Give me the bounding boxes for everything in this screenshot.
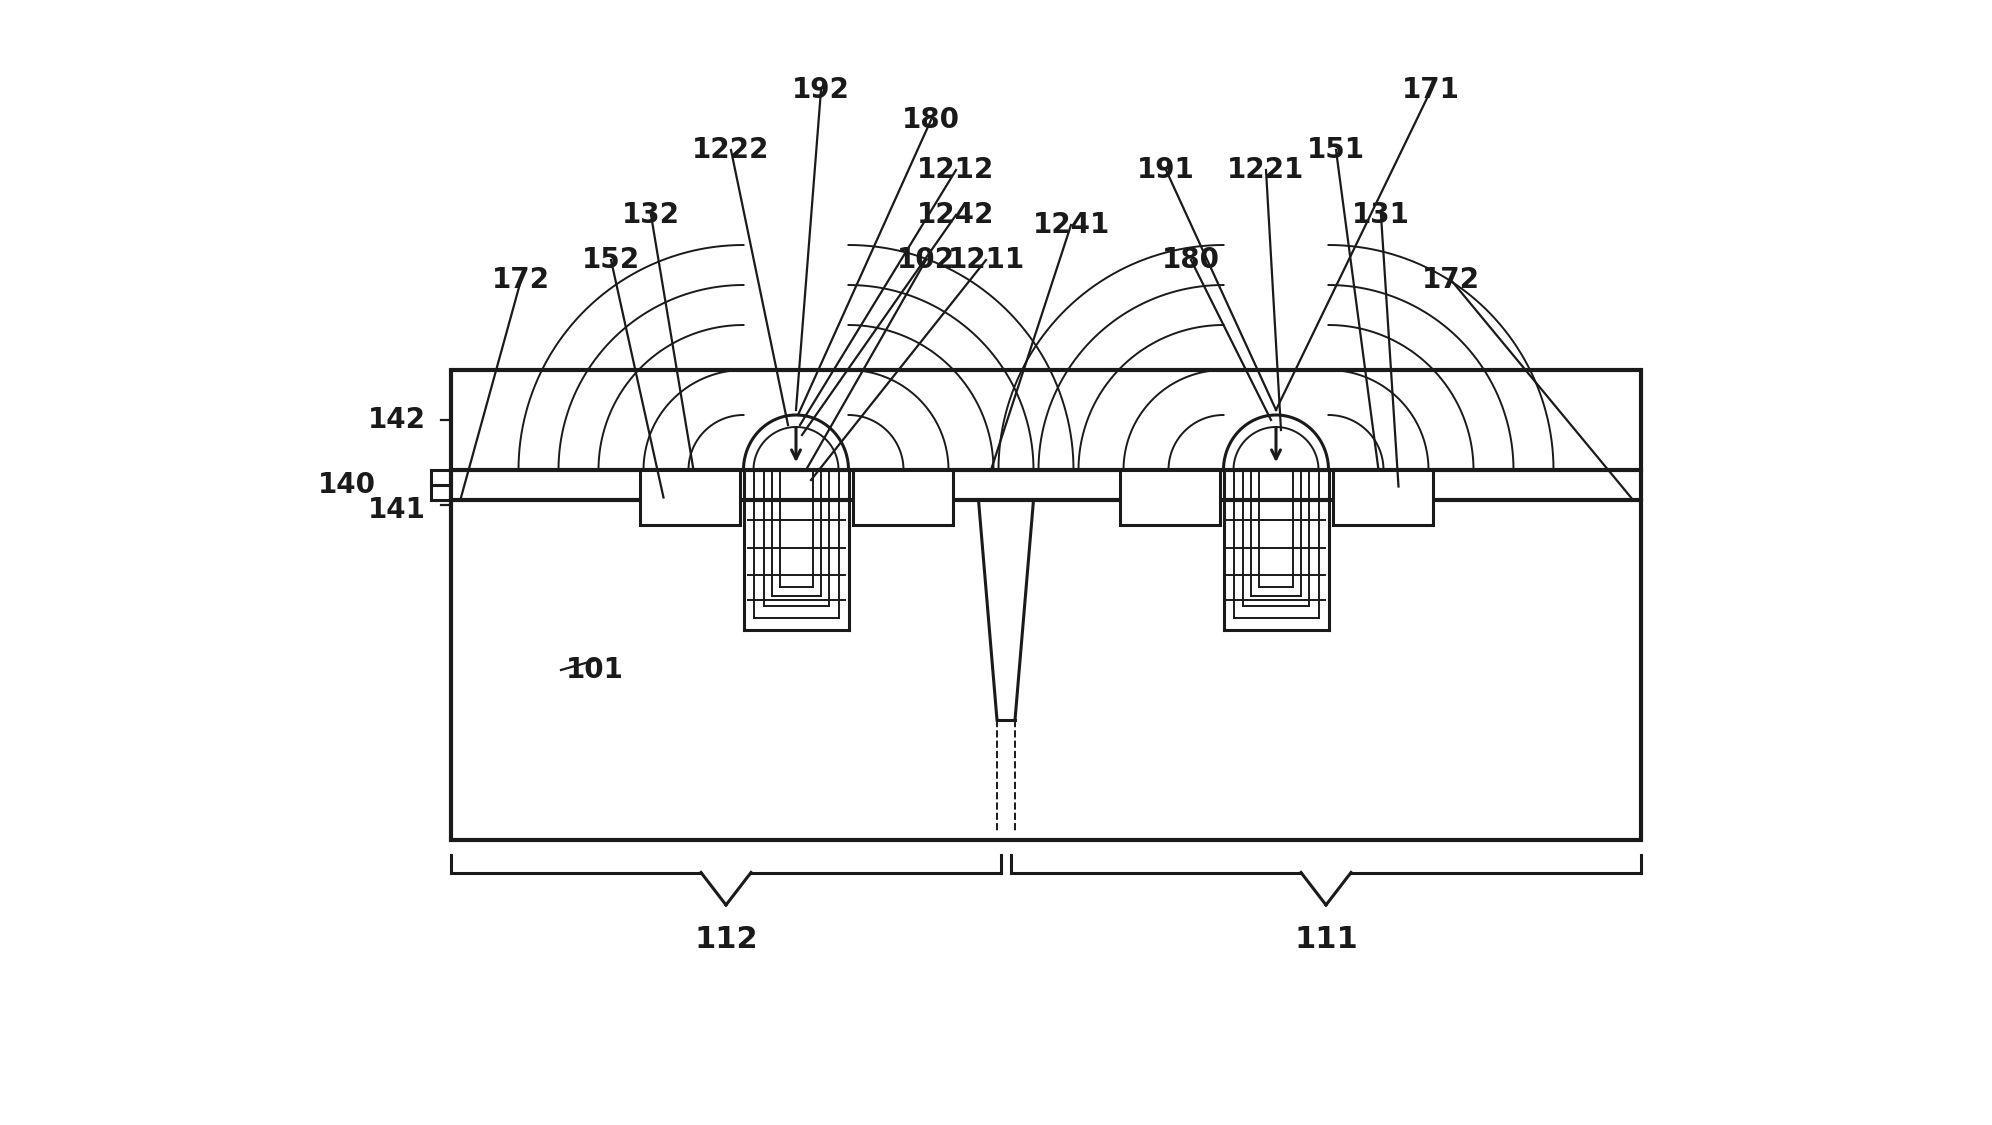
Text: 112: 112 <box>693 925 757 954</box>
Bar <box>1333 470 1432 525</box>
Text: 1222: 1222 <box>693 136 769 164</box>
Text: 1211: 1211 <box>948 246 1024 274</box>
Text: 1212: 1212 <box>918 156 994 184</box>
Text: 111: 111 <box>1295 925 1359 954</box>
Text: 151: 151 <box>1307 136 1365 164</box>
Text: 172: 172 <box>492 266 550 294</box>
Text: 192: 192 <box>793 76 851 104</box>
Text: 1221: 1221 <box>1227 156 1305 184</box>
Text: 171: 171 <box>1402 76 1460 104</box>
Bar <box>450 370 1641 840</box>
Text: 180: 180 <box>902 106 960 134</box>
Text: 191: 191 <box>1137 156 1195 184</box>
Text: 131: 131 <box>1353 201 1410 230</box>
Text: 152: 152 <box>582 246 639 274</box>
Text: 141: 141 <box>369 496 426 524</box>
Text: 172: 172 <box>1422 266 1480 294</box>
Text: 180: 180 <box>1161 246 1219 274</box>
Bar <box>639 470 739 525</box>
Bar <box>853 470 952 525</box>
Text: 142: 142 <box>369 406 426 434</box>
Text: 132: 132 <box>622 201 679 230</box>
Text: 102: 102 <box>896 246 954 274</box>
Text: 1241: 1241 <box>1032 212 1110 238</box>
Bar <box>1120 470 1219 525</box>
Text: 140: 140 <box>319 471 376 500</box>
Text: 101: 101 <box>566 656 623 684</box>
Text: 1242: 1242 <box>916 201 994 230</box>
